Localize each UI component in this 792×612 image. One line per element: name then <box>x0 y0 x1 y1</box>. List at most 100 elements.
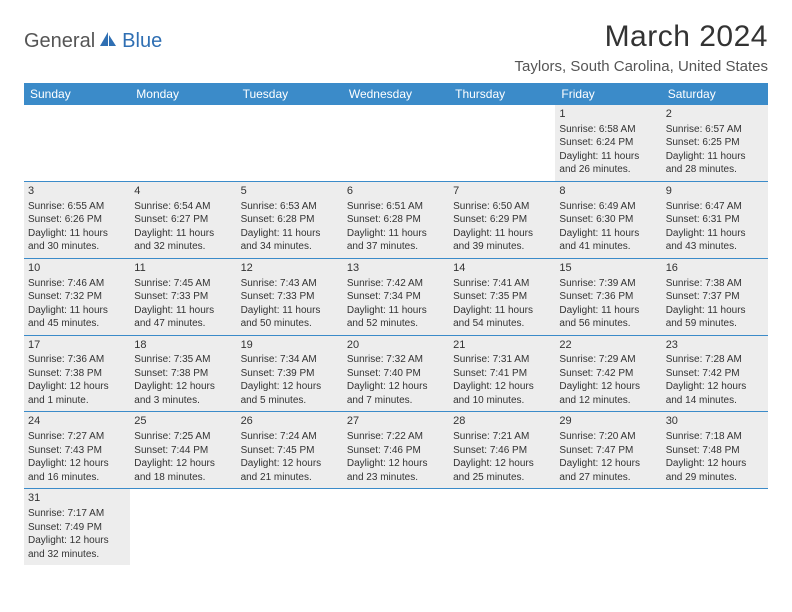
day-cell: 6Sunrise: 6:51 AMSunset: 6:28 PMDaylight… <box>343 182 449 258</box>
day-cell <box>449 105 555 181</box>
day-header: Saturday <box>662 83 768 105</box>
day-cell: 2Sunrise: 6:57 AMSunset: 6:25 PMDaylight… <box>662 105 768 181</box>
day-number: 16 <box>666 261 764 276</box>
day-cell <box>343 489 449 565</box>
day-header: Tuesday <box>237 83 343 105</box>
day-cell: 22Sunrise: 7:29 AMSunset: 7:42 PMDayligh… <box>555 336 661 412</box>
sunrise-text: Sunrise: 6:49 AM <box>559 200 657 214</box>
sunset-text: Sunset: 7:42 PM <box>559 367 657 381</box>
header: General Blue March 2024 Taylors, South C… <box>24 20 768 75</box>
sunrise-text: Sunrise: 7:24 AM <box>241 430 339 444</box>
daylight-text: Daylight: 11 hours and 47 minutes. <box>134 304 232 331</box>
sunset-text: Sunset: 7:48 PM <box>666 444 764 458</box>
day-cell: 14Sunrise: 7:41 AMSunset: 7:35 PMDayligh… <box>449 259 555 335</box>
day-number: 23 <box>666 338 764 353</box>
sunrise-text: Sunrise: 6:53 AM <box>241 200 339 214</box>
day-header: Sunday <box>24 83 130 105</box>
daylight-text: Daylight: 11 hours and 45 minutes. <box>28 304 126 331</box>
sunset-text: Sunset: 7:33 PM <box>134 290 232 304</box>
daylight-text: Daylight: 12 hours and 32 minutes. <box>28 534 126 561</box>
sunrise-text: Sunrise: 7:21 AM <box>453 430 551 444</box>
day-number: 3 <box>28 184 126 199</box>
day-cell: 13Sunrise: 7:42 AMSunset: 7:34 PMDayligh… <box>343 259 449 335</box>
day-number: 6 <box>347 184 445 199</box>
day-cell: 17Sunrise: 7:36 AMSunset: 7:38 PMDayligh… <box>24 336 130 412</box>
day-header: Friday <box>555 83 661 105</box>
day-cell: 19Sunrise: 7:34 AMSunset: 7:39 PMDayligh… <box>237 336 343 412</box>
day-number: 4 <box>134 184 232 199</box>
day-cell: 26Sunrise: 7:24 AMSunset: 7:45 PMDayligh… <box>237 412 343 488</box>
daylight-text: Daylight: 12 hours and 29 minutes. <box>666 457 764 484</box>
day-cell: 28Sunrise: 7:21 AMSunset: 7:46 PMDayligh… <box>449 412 555 488</box>
daylight-text: Daylight: 12 hours and 7 minutes. <box>347 380 445 407</box>
sunset-text: Sunset: 7:40 PM <box>347 367 445 381</box>
sunset-text: Sunset: 7:38 PM <box>134 367 232 381</box>
day-cell: 23Sunrise: 7:28 AMSunset: 7:42 PMDayligh… <box>662 336 768 412</box>
daylight-text: Daylight: 12 hours and 12 minutes. <box>559 380 657 407</box>
sunset-text: Sunset: 6:31 PM <box>666 213 764 227</box>
day-cell: 3Sunrise: 6:55 AMSunset: 6:26 PMDaylight… <box>24 182 130 258</box>
week-row: 1Sunrise: 6:58 AMSunset: 6:24 PMDaylight… <box>24 105 768 182</box>
day-cell: 12Sunrise: 7:43 AMSunset: 7:33 PMDayligh… <box>237 259 343 335</box>
sunrise-text: Sunrise: 7:34 AM <box>241 353 339 367</box>
day-cell <box>237 489 343 565</box>
day-cell: 16Sunrise: 7:38 AMSunset: 7:37 PMDayligh… <box>662 259 768 335</box>
sunrise-text: Sunrise: 6:47 AM <box>666 200 764 214</box>
daylight-text: Daylight: 11 hours and 56 minutes. <box>559 304 657 331</box>
day-header: Monday <box>130 83 236 105</box>
week-row: 24Sunrise: 7:27 AMSunset: 7:43 PMDayligh… <box>24 412 768 489</box>
sunrise-text: Sunrise: 6:54 AM <box>134 200 232 214</box>
title-block: March 2024 Taylors, South Carolina, Unit… <box>515 20 768 75</box>
daylight-text: Daylight: 12 hours and 5 minutes. <box>241 380 339 407</box>
day-cell <box>343 105 449 181</box>
day-number: 24 <box>28 414 126 429</box>
daylight-text: Daylight: 12 hours and 10 minutes. <box>453 380 551 407</box>
sunset-text: Sunset: 7:38 PM <box>28 367 126 381</box>
logo-text-general: General <box>24 30 95 53</box>
sunset-text: Sunset: 7:35 PM <box>453 290 551 304</box>
day-cell: 30Sunrise: 7:18 AMSunset: 7:48 PMDayligh… <box>662 412 768 488</box>
day-number: 5 <box>241 184 339 199</box>
sunset-text: Sunset: 6:25 PM <box>666 136 764 150</box>
daylight-text: Daylight: 12 hours and 18 minutes. <box>134 457 232 484</box>
sunrise-text: Sunrise: 7:38 AM <box>666 277 764 291</box>
sunrise-text: Sunrise: 7:32 AM <box>347 353 445 367</box>
day-number: 8 <box>559 184 657 199</box>
sunset-text: Sunset: 6:28 PM <box>241 213 339 227</box>
daylight-text: Daylight: 11 hours and 34 minutes. <box>241 227 339 254</box>
day-number: 10 <box>28 261 126 276</box>
daylight-text: Daylight: 11 hours and 43 minutes. <box>666 227 764 254</box>
sunrise-text: Sunrise: 6:50 AM <box>453 200 551 214</box>
calendar-page: General Blue March 2024 Taylors, South C… <box>0 0 792 585</box>
daylight-text: Daylight: 11 hours and 54 minutes. <box>453 304 551 331</box>
sunrise-text: Sunrise: 6:51 AM <box>347 200 445 214</box>
sunset-text: Sunset: 7:49 PM <box>28 521 126 535</box>
month-title: March 2024 <box>515 20 768 54</box>
day-cell <box>662 489 768 565</box>
daylight-text: Daylight: 11 hours and 59 minutes. <box>666 304 764 331</box>
day-number: 31 <box>28 491 126 506</box>
sunrise-text: Sunrise: 7:18 AM <box>666 430 764 444</box>
sunset-text: Sunset: 7:45 PM <box>241 444 339 458</box>
daylight-text: Daylight: 11 hours and 28 minutes. <box>666 150 764 177</box>
day-number: 7 <box>453 184 551 199</box>
calendar-grid: SundayMondayTuesdayWednesdayThursdayFrid… <box>24 83 768 565</box>
daylight-text: Daylight: 12 hours and 21 minutes. <box>241 457 339 484</box>
day-cell: 15Sunrise: 7:39 AMSunset: 7:36 PMDayligh… <box>555 259 661 335</box>
daylight-text: Daylight: 12 hours and 23 minutes. <box>347 457 445 484</box>
day-cell: 24Sunrise: 7:27 AMSunset: 7:43 PMDayligh… <box>24 412 130 488</box>
day-cell: 18Sunrise: 7:35 AMSunset: 7:38 PMDayligh… <box>130 336 236 412</box>
logo-text-blue: Blue <box>122 30 162 53</box>
sunset-text: Sunset: 7:41 PM <box>453 367 551 381</box>
day-number: 11 <box>134 261 232 276</box>
day-number: 22 <box>559 338 657 353</box>
daylight-text: Daylight: 12 hours and 16 minutes. <box>28 457 126 484</box>
sunrise-text: Sunrise: 7:31 AM <box>453 353 551 367</box>
daylight-text: Daylight: 11 hours and 32 minutes. <box>134 227 232 254</box>
sunset-text: Sunset: 7:46 PM <box>453 444 551 458</box>
sunset-text: Sunset: 7:36 PM <box>559 290 657 304</box>
day-number: 27 <box>347 414 445 429</box>
week-row: 10Sunrise: 7:46 AMSunset: 7:32 PMDayligh… <box>24 259 768 336</box>
sunset-text: Sunset: 7:42 PM <box>666 367 764 381</box>
day-number: 13 <box>347 261 445 276</box>
